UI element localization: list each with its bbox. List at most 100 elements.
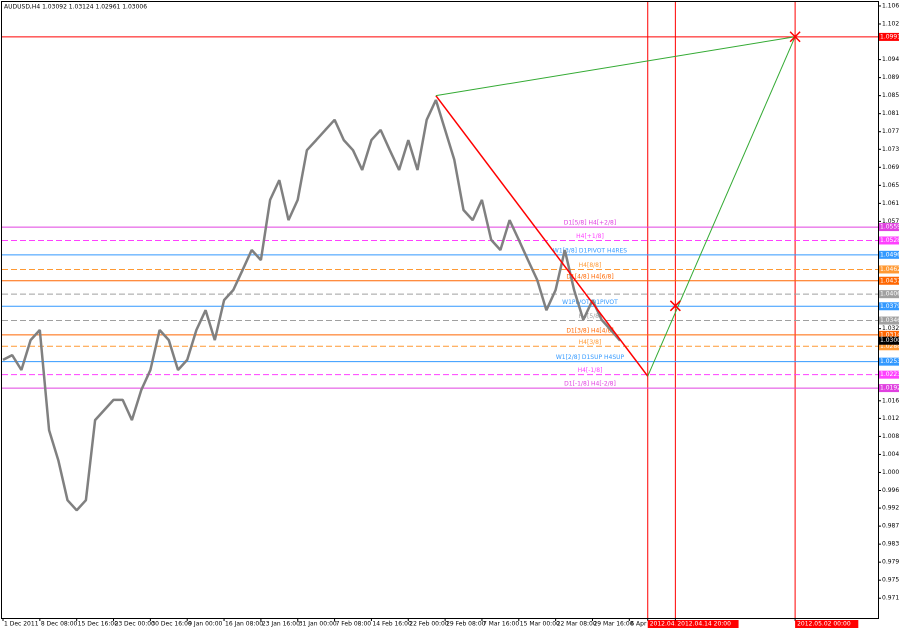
level-text: W1[3/8] D1PIVOT H4RES	[553, 247, 627, 254]
y-tick-label: 1.07760	[882, 128, 899, 135]
y-tick-label: 0.97560	[882, 577, 899, 584]
price-box	[879, 276, 899, 285]
y-tick-label: 0.99600	[882, 487, 899, 494]
price-box	[879, 384, 899, 393]
price-box-label: 1.02530	[880, 358, 899, 365]
level-text: H4[-1/8]	[578, 367, 603, 374]
x-tick-label: 7 Mar 16:00	[483, 621, 519, 628]
y-tick-label: 1.01240	[882, 415, 899, 422]
price-box	[879, 370, 899, 379]
x-tick-label: 1 Dec 2011	[4, 621, 39, 628]
x-tick-label: 14 Feb 16:00	[372, 621, 412, 628]
price-box	[879, 357, 899, 366]
y-tick-label: 1.07360	[882, 146, 899, 153]
trend-line	[647, 36, 796, 377]
price-box-label: 1.03140	[880, 331, 899, 338]
level-text: H4[8/8]	[579, 262, 602, 269]
level-text: H4[+1/8]	[576, 233, 604, 240]
level-text: W1[2/8] D1SUP H4SUP	[556, 354, 625, 361]
level-text: D1[5/8] H4[+2/8]	[564, 220, 616, 227]
price-box-label: 1.03790	[880, 303, 899, 310]
x-label-box	[647, 620, 689, 628]
price-box	[879, 302, 899, 311]
y-tick-label: 1.05720	[882, 218, 899, 225]
x-tick-label: 2012.04.10	[650, 621, 685, 628]
y-tick-label: 1.00420	[882, 451, 899, 458]
x-tick-label: 29 Mar 16:00	[593, 621, 633, 628]
price-box	[879, 223, 899, 232]
y-tick-label: 0.99200	[882, 505, 899, 512]
price-box-label: 1.05591	[880, 224, 899, 231]
x-tick-label: 8 Dec 08:00	[41, 621, 78, 628]
price-box-label: 1.03465	[880, 317, 899, 324]
x-tick-label: 16 Jan 08:00	[225, 621, 263, 628]
x-tick-label: 22 Feb 00:00	[409, 621, 449, 628]
price-box-label: 1.05286	[880, 237, 899, 244]
y-tick-label: 0.98790	[882, 523, 899, 530]
y-tick-label: 1.08990	[882, 74, 899, 81]
level-text: D1[-1/8] H4[-2/8]	[564, 381, 616, 388]
y-tick-label: 1.03280	[882, 325, 899, 332]
level-text: D1[3/8] H4[4/8]	[566, 327, 613, 334]
y-tick-label: 1.06540	[882, 182, 899, 189]
plot-frame	[1, 1, 879, 619]
price-box	[879, 342, 899, 351]
x-tick-label: 29 Feb 08:00	[446, 621, 486, 628]
price-box-label: 1.01929	[880, 385, 899, 392]
trend-line	[435, 95, 649, 377]
cross-marker	[789, 31, 801, 43]
y-tick-label: 1.08580	[882, 92, 899, 99]
x-tick-label: 30 Dec 16:00	[151, 621, 192, 628]
chart-title: AUDUSD,H4 1.03092 1.03124 1.02961 1.0300…	[4, 4, 147, 11]
y-tick-label: 1.06130	[882, 200, 899, 207]
price-box-label: 1.04960	[880, 251, 899, 258]
level-text: H4[3/8]	[579, 339, 602, 346]
price-box-label: 1.02880	[880, 343, 899, 350]
price-box	[879, 316, 899, 325]
x-tick-label: 31 Jan 00:00	[299, 621, 337, 628]
price-box-label: 1.09916	[880, 33, 899, 40]
x-label-box	[795, 620, 859, 628]
x-label-box	[675, 620, 739, 628]
x-tick-label: 2012.04.14 20:00	[677, 621, 731, 628]
price-box	[879, 250, 899, 259]
price-box-label: 1.02234	[880, 371, 899, 378]
y-tick-label: 1.10210	[882, 20, 899, 27]
x-tick-label: 7 Feb 08:00	[336, 621, 372, 628]
y-tick-label: 1.00010	[882, 469, 899, 476]
price-box-label: 1.04627	[880, 266, 899, 273]
price-box	[879, 32, 899, 41]
y-tick-label: 1.01640	[882, 397, 899, 404]
x-tick-label: 2012.05.02 00:00	[797, 621, 851, 628]
level-text: H4[5/8]	[579, 313, 602, 320]
x-tick-label: 9 Jan 00:00	[188, 621, 222, 628]
y-tick-label: 1.09400	[882, 56, 899, 63]
price-box	[879, 330, 899, 339]
price-box	[879, 290, 899, 299]
x-tick-label: 22 Mar 08:00	[557, 621, 597, 628]
x-tick-label: 15 Mar 00:00	[520, 621, 560, 628]
cross-marker	[669, 300, 681, 312]
price-box-label: 1.03006	[880, 337, 899, 344]
price-box-label: 1.04065	[880, 291, 899, 298]
y-tick-label: 1.00830	[882, 433, 899, 440]
price-box	[879, 236, 899, 245]
y-tick-label: 0.97970	[882, 559, 899, 566]
price-line	[2, 99, 622, 512]
x-tick-label: 23 Jan 16:00	[262, 621, 300, 628]
y-tick-label: 0.97150	[882, 595, 899, 602]
level-text: D1[4/8] H4[6/8]	[566, 273, 613, 280]
y-tick-label: 0.98380	[882, 541, 899, 548]
x-tick-label: 23 Dec 00:00	[115, 621, 156, 628]
price-box	[879, 336, 899, 345]
x-tick-label: 15 Dec 16:00	[78, 621, 119, 628]
y-tick-label: 1.10620	[882, 2, 899, 9]
trend-line	[435, 36, 796, 97]
price-box-label: 1.04370	[880, 277, 899, 284]
y-tick-label: 1.08170	[882, 110, 899, 117]
y-tick-label: 1.06950	[882, 164, 899, 171]
price-box	[879, 265, 899, 274]
